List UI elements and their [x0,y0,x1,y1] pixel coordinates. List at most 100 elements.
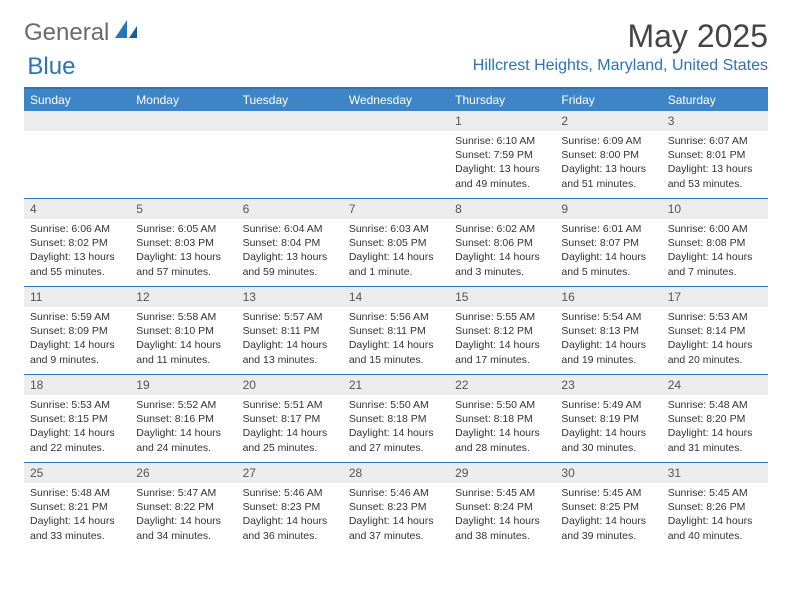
day-body: Sunrise: 6:05 AMSunset: 8:03 PMDaylight:… [130,219,236,286]
sunset-text: Sunset: 8:22 PM [136,500,230,514]
sunset-text: Sunset: 7:59 PM [455,148,549,162]
sunrise-text: Sunrise: 5:50 AM [349,398,443,412]
calendar-cell: 17Sunrise: 5:53 AMSunset: 8:14 PMDayligh… [662,287,768,375]
day-number: 12 [130,287,236,307]
day-number: 2 [555,111,661,131]
sunrise-text: Sunrise: 5:45 AM [668,486,762,500]
sunrise-text: Sunrise: 6:09 AM [561,134,655,148]
sunset-text: Sunset: 8:13 PM [561,324,655,338]
sunset-text: Sunset: 8:07 PM [561,236,655,250]
day-number: 16 [555,287,661,307]
day-body: Sunrise: 5:46 AMSunset: 8:23 PMDaylight:… [237,483,343,550]
sunrise-text: Sunrise: 5:50 AM [455,398,549,412]
day-body [343,131,449,198]
sunrise-text: Sunrise: 5:58 AM [136,310,230,324]
day-number: 29 [449,463,555,483]
day-number [130,111,236,131]
day-body: Sunrise: 5:59 AMSunset: 8:09 PMDaylight:… [24,307,130,374]
day-number: 31 [662,463,768,483]
day-body: Sunrise: 5:57 AMSunset: 8:11 PMDaylight:… [237,307,343,374]
day-body: Sunrise: 5:53 AMSunset: 8:15 PMDaylight:… [24,395,130,462]
title-block: May 2025 Hillcrest Heights, Maryland, Un… [473,18,768,75]
logo-text-blue: Blue [27,53,75,81]
calendar-week: 4Sunrise: 6:06 AMSunset: 8:02 PMDaylight… [24,199,768,287]
daylight-text: Daylight: 13 hours and 57 minutes. [136,250,230,278]
daylight-text: Daylight: 14 hours and 5 minutes. [561,250,655,278]
daylight-text: Daylight: 14 hours and 27 minutes. [349,426,443,454]
day-body: Sunrise: 5:56 AMSunset: 8:11 PMDaylight:… [343,307,449,374]
calendar-cell: 23Sunrise: 5:49 AMSunset: 8:19 PMDayligh… [555,375,661,463]
calendar-grid: 1Sunrise: 6:10 AMSunset: 7:59 PMDaylight… [24,111,768,550]
sunset-text: Sunset: 8:03 PM [136,236,230,250]
calendar-cell: 21Sunrise: 5:50 AMSunset: 8:18 PMDayligh… [343,375,449,463]
day-number: 10 [662,199,768,219]
calendar-cell [237,111,343,199]
calendar-cell: 11Sunrise: 5:59 AMSunset: 8:09 PMDayligh… [24,287,130,375]
sunset-text: Sunset: 8:19 PM [561,412,655,426]
sunrise-text: Sunrise: 5:55 AM [455,310,549,324]
day-body: Sunrise: 6:03 AMSunset: 8:05 PMDaylight:… [343,219,449,286]
daylight-text: Daylight: 13 hours and 55 minutes. [30,250,124,278]
dow-monday: Monday [130,89,236,111]
day-number: 19 [130,375,236,395]
daylight-text: Daylight: 14 hours and 40 minutes. [668,514,762,542]
sunset-text: Sunset: 8:08 PM [668,236,762,250]
sunrise-text: Sunrise: 6:05 AM [136,222,230,236]
sunset-text: Sunset: 8:23 PM [349,500,443,514]
day-number: 20 [237,375,343,395]
sunset-text: Sunset: 8:02 PM [30,236,124,250]
day-number: 11 [24,287,130,307]
location-label: Hillcrest Heights, Maryland, United Stat… [473,57,768,75]
sunset-text: Sunset: 8:14 PM [668,324,762,338]
day-body: Sunrise: 5:46 AMSunset: 8:23 PMDaylight:… [343,483,449,550]
sunset-text: Sunset: 8:16 PM [136,412,230,426]
sunrise-text: Sunrise: 5:47 AM [136,486,230,500]
daylight-text: Daylight: 13 hours and 51 minutes. [561,162,655,190]
day-number: 14 [343,287,449,307]
day-number: 21 [343,375,449,395]
day-number: 28 [343,463,449,483]
calendar-cell: 10Sunrise: 6:00 AMSunset: 8:08 PMDayligh… [662,199,768,287]
day-number: 24 [662,375,768,395]
daylight-text: Daylight: 14 hours and 1 minute. [349,250,443,278]
dow-sunday: Sunday [24,89,130,111]
calendar-cell: 16Sunrise: 5:54 AMSunset: 8:13 PMDayligh… [555,287,661,375]
sunset-text: Sunset: 8:24 PM [455,500,549,514]
day-body: Sunrise: 5:54 AMSunset: 8:13 PMDaylight:… [555,307,661,374]
day-number: 26 [130,463,236,483]
daylight-text: Daylight: 14 hours and 19 minutes. [561,338,655,366]
daylight-text: Daylight: 14 hours and 38 minutes. [455,514,549,542]
sunrise-text: Sunrise: 5:45 AM [561,486,655,500]
sunset-text: Sunset: 8:06 PM [455,236,549,250]
daylight-text: Daylight: 14 hours and 30 minutes. [561,426,655,454]
day-body: Sunrise: 6:01 AMSunset: 8:07 PMDaylight:… [555,219,661,286]
month-title: May 2025 [473,18,768,55]
day-number: 5 [130,199,236,219]
day-body [24,131,130,198]
day-body: Sunrise: 5:53 AMSunset: 8:14 PMDaylight:… [662,307,768,374]
daylight-text: Daylight: 14 hours and 24 minutes. [136,426,230,454]
calendar-cell: 6Sunrise: 6:04 AMSunset: 8:04 PMDaylight… [237,199,343,287]
sunrise-text: Sunrise: 6:04 AM [243,222,337,236]
sunrise-text: Sunrise: 5:46 AM [243,486,337,500]
calendar-cell: 20Sunrise: 5:51 AMSunset: 8:17 PMDayligh… [237,375,343,463]
sunset-text: Sunset: 8:17 PM [243,412,337,426]
sunrise-text: Sunrise: 5:48 AM [30,486,124,500]
daylight-text: Daylight: 13 hours and 59 minutes. [243,250,337,278]
daylight-text: Daylight: 14 hours and 9 minutes. [30,338,124,366]
day-of-week-row: Sunday Monday Tuesday Wednesday Thursday… [24,89,768,111]
sunset-text: Sunset: 8:23 PM [243,500,337,514]
calendar-week: 11Sunrise: 5:59 AMSunset: 8:09 PMDayligh… [24,287,768,375]
daylight-text: Daylight: 14 hours and 20 minutes. [668,338,762,366]
calendar-cell: 5Sunrise: 6:05 AMSunset: 8:03 PMDaylight… [130,199,236,287]
day-number: 23 [555,375,661,395]
sunrise-text: Sunrise: 5:56 AM [349,310,443,324]
day-number: 1 [449,111,555,131]
day-number: 25 [24,463,130,483]
sunset-text: Sunset: 8:18 PM [455,412,549,426]
sunset-text: Sunset: 8:00 PM [561,148,655,162]
day-body: Sunrise: 5:48 AMSunset: 8:21 PMDaylight:… [24,483,130,550]
sunrise-text: Sunrise: 5:53 AM [30,398,124,412]
daylight-text: Daylight: 14 hours and 28 minutes. [455,426,549,454]
calendar-week: 1Sunrise: 6:10 AMSunset: 7:59 PMDaylight… [24,111,768,199]
